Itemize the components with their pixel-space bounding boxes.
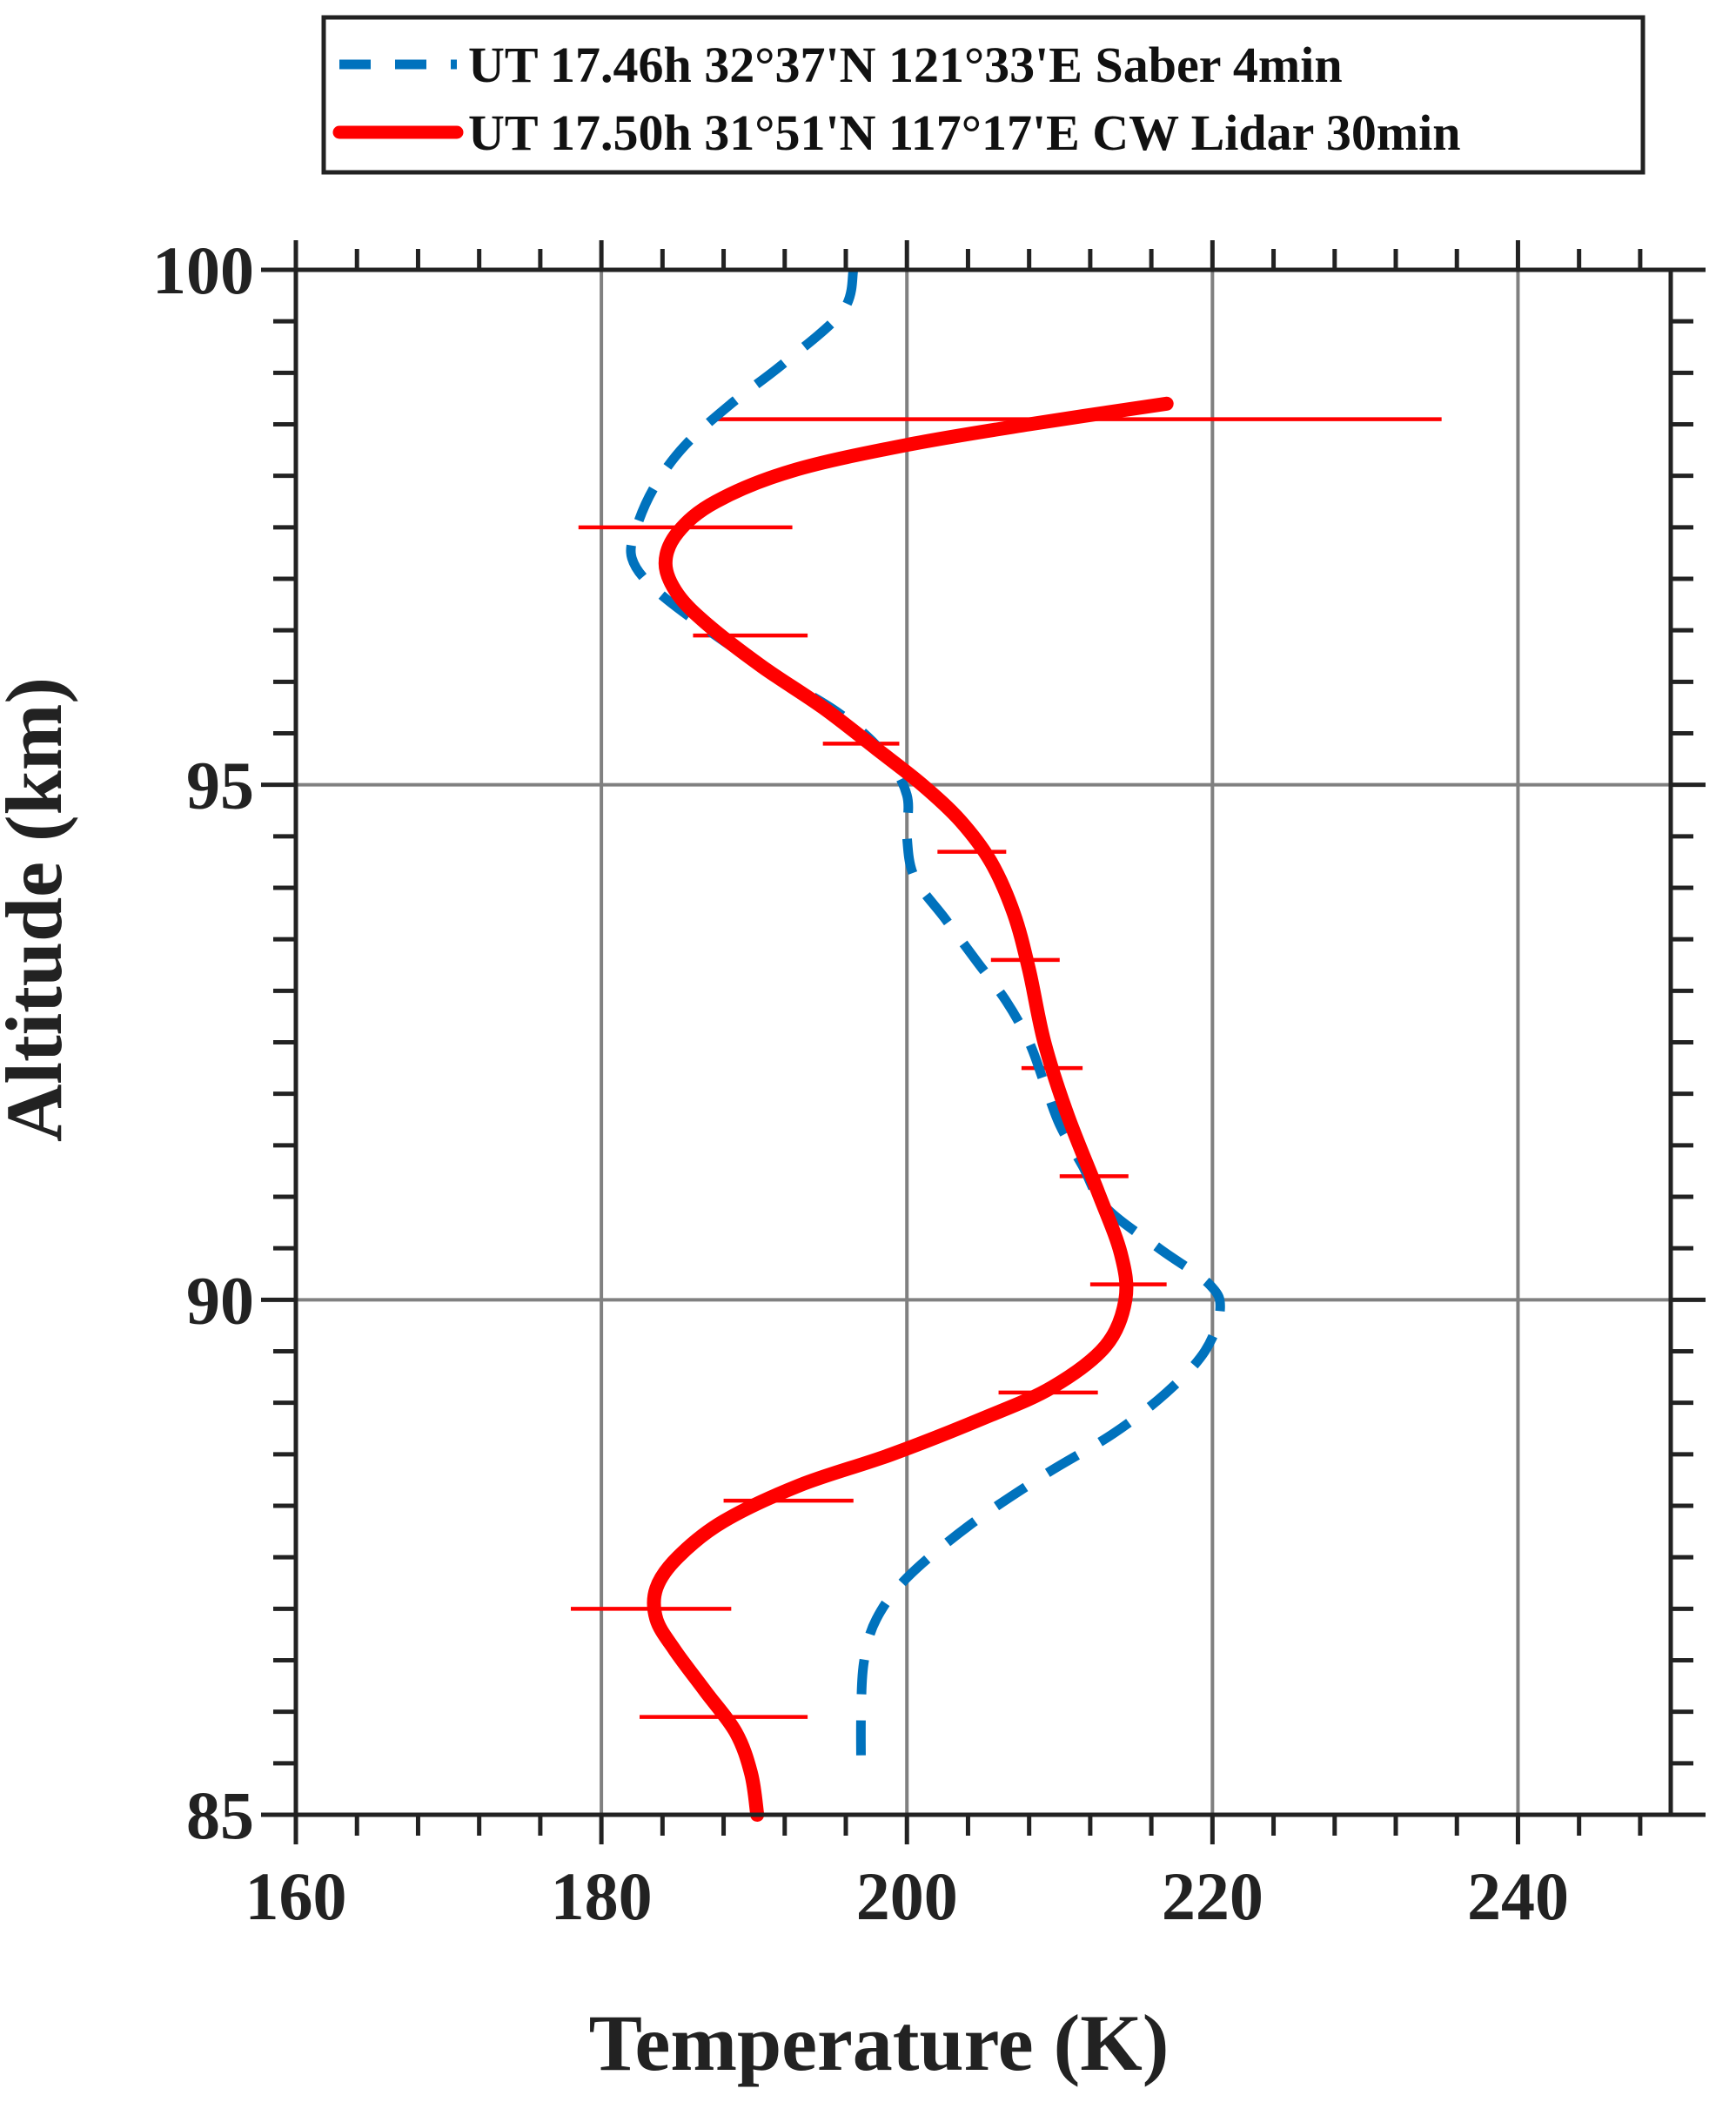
plot-frame — [293, 267, 1673, 1817]
x-tick-label: 220 — [1162, 1858, 1263, 1934]
y-tick-label: 85 — [186, 1777, 254, 1853]
legend-box — [321, 15, 1646, 175]
x-axis-title: Temperature (K) — [589, 1998, 1170, 2087]
lidar-temperature-line — [647, 396, 1174, 1822]
y-tick-label: 90 — [186, 1262, 254, 1338]
axis-ticks — [261, 240, 1706, 1844]
saber-temperature-line — [626, 268, 1225, 1774]
x-tick-label: 200 — [856, 1858, 958, 1934]
legend-label-saber: UT 17.46h 32°37'N 121°33'E Saber 4min — [468, 37, 1343, 93]
x-tick-label: 180 — [551, 1858, 653, 1934]
y-tick-label: 100 — [152, 232, 254, 308]
tick-labels: 160 180 200 220 240 85 90 95 100 — [152, 232, 1569, 1934]
y-tick-label: 95 — [186, 748, 254, 823]
grid-lines — [296, 270, 1671, 1815]
legend-label-lidar: UT 17.50h 31°51'N 117°17'E CW Lidar 30mi… — [468, 104, 1461, 161]
x-tick-label: 240 — [1467, 1858, 1569, 1934]
legend: UT 17.46h 32°37'N 121°33'E Saber 4min UT… — [321, 15, 1646, 175]
y-axis-title: Altitude (km) — [0, 677, 78, 1142]
series-lines — [626, 268, 1225, 1822]
x-tick-label: 160 — [245, 1858, 347, 1934]
